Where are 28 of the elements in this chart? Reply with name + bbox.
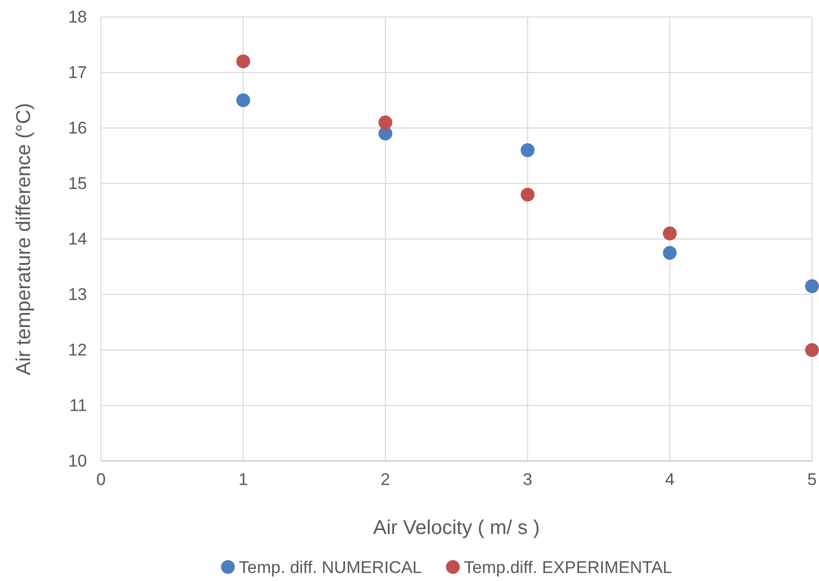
point: [520, 143, 535, 158]
point: [805, 279, 819, 294]
y-tick-label: 18: [68, 7, 87, 26]
y-tick-label: 17: [68, 62, 87, 82]
x-tick-label: 2: [380, 470, 390, 490]
y-tick-label: 11: [69, 396, 87, 415]
y-axis-title: Air temperature difference (°C): [13, 102, 35, 376]
y-tick-label: 12: [68, 340, 87, 360]
legend-label: Temp. diff. NUMERICAL: [238, 558, 422, 577]
point: [378, 116, 392, 130]
x-tick-label: 0: [96, 470, 106, 490]
point: [662, 226, 677, 240]
x-axis-title: Air Velocity ( m/ s ): [373, 517, 540, 539]
x-tick-label: 4: [665, 470, 675, 490]
x-tick-label: 5: [807, 470, 817, 490]
point: [520, 188, 535, 202]
y-tick-label: 14: [68, 229, 87, 248]
x-tick-label: 1: [238, 470, 248, 490]
y-tick-label: 13: [68, 284, 87, 304]
point: [662, 246, 677, 260]
point: [236, 93, 250, 108]
point: [236, 54, 250, 68]
y-tick-label: 10: [68, 451, 87, 470]
legend-label: Temp.diff. EXPERIMENTAL: [464, 558, 672, 577]
x-tick-label: 3: [522, 470, 532, 490]
point: [805, 343, 819, 357]
y-tick-label: 15: [68, 174, 87, 193]
y-tick-label: 16: [68, 118, 87, 138]
